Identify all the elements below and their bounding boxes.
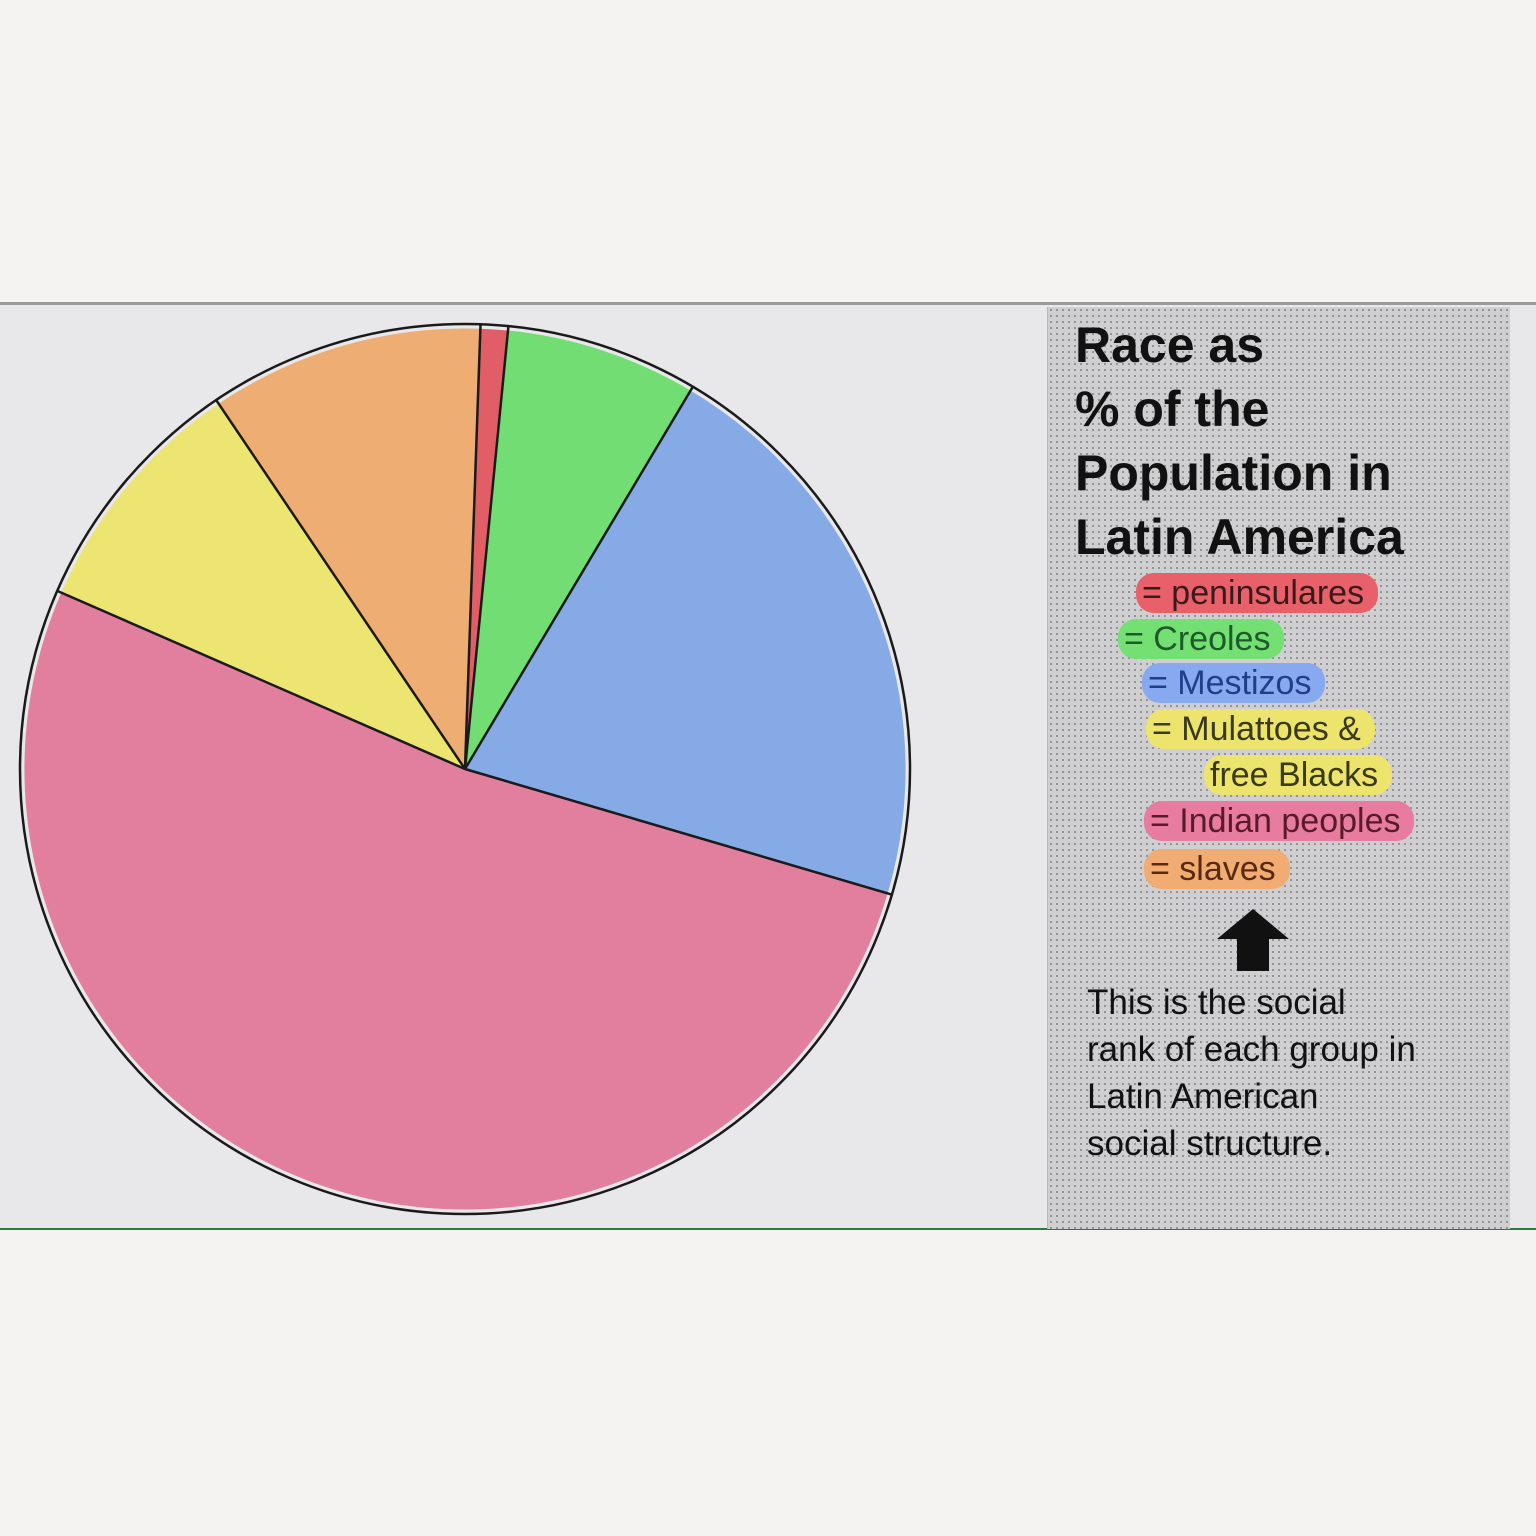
pie-slice-creoles (465, 330, 691, 769)
chart-title-line: % of the (1075, 381, 1270, 437)
pie-chart (18, 322, 912, 1216)
note-line: This is the social (1087, 983, 1346, 1022)
chart-title: Race as % of the Population in Latin Ame… (1075, 313, 1495, 569)
legend-item-slaves: = slaves (1144, 849, 1290, 889)
chart-title-line: Population in (1075, 445, 1392, 501)
legend-item-mulattoes: = Mulattoes & (1146, 709, 1375, 749)
legend-item-indian-peoples: = Indian peoples (1144, 801, 1415, 841)
legend-item-creoles: = Creoles (1118, 619, 1285, 659)
rank-note: This is the social rank of each group in… (1087, 979, 1497, 1167)
legend-item-peninsulares: = peninsulares (1136, 573, 1379, 613)
note-line: Latin American (1087, 1077, 1319, 1116)
pie-slice-mulattoes (61, 403, 466, 769)
chart-photo: Race as % of the Population in Latin Ame… (0, 302, 1536, 1230)
pie-slice-indian (24, 592, 888, 1210)
legend-item-mestizos: = Mestizos (1142, 663, 1326, 703)
pie-divider-line (215, 399, 467, 770)
pie-slice-slaves (218, 328, 481, 769)
legend-panel: Race as % of the Population in Latin Ame… (1047, 307, 1510, 1229)
up-arrow-icon (1217, 909, 1289, 971)
pie-slice-mestizos (465, 390, 906, 894)
pie-divider-line (463, 324, 482, 770)
pie-outline (18, 322, 912, 1216)
legend-item-mulattoes-cont: free Blacks (1204, 755, 1393, 795)
pie-divider-line (463, 386, 694, 770)
pie-divider-line (464, 767, 893, 896)
pie-divider-line (56, 589, 466, 771)
chart-title-line: Race as (1075, 317, 1265, 373)
note-line: rank of each group in (1087, 1030, 1416, 1069)
note-line: social structure. (1087, 1124, 1333, 1163)
pie-divider-line (463, 326, 510, 770)
chart-title-line: Latin America (1075, 509, 1404, 565)
